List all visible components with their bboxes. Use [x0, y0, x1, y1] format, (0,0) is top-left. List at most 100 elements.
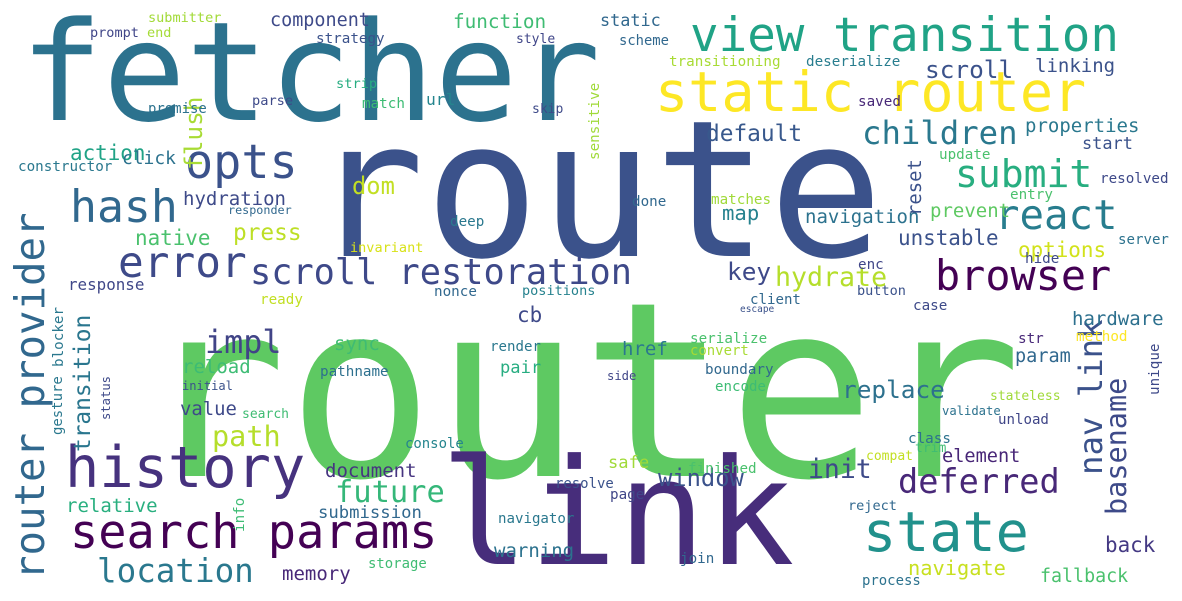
word-error: error — [118, 238, 247, 288]
word-window: window — [658, 464, 744, 492]
word-unload: unload — [998, 412, 1049, 428]
word-enc: enc — [858, 257, 884, 273]
word-prompt: prompt — [90, 25, 139, 41]
word-resolve: resolve — [555, 476, 614, 492]
word-reset: reset — [904, 159, 926, 216]
word-method: method — [1076, 329, 1128, 345]
word-encode: encode — [715, 379, 766, 395]
word-search-params: search params — [70, 505, 438, 560]
word-document: document — [325, 460, 417, 482]
word-finished: finished — [688, 461, 757, 477]
word-hide: hide — [1025, 251, 1060, 267]
word-boundary: boundary — [705, 362, 774, 378]
word-positions: positions — [522, 283, 596, 299]
word-pathname: pathname — [320, 364, 389, 380]
word-match: match — [362, 96, 405, 112]
word-status: status — [99, 375, 113, 420]
word-case: case — [913, 298, 948, 314]
word-hydration: hydration — [183, 188, 286, 210]
word-transitioning: transitioning — [669, 54, 781, 70]
word-scheme: scheme — [619, 33, 669, 49]
word-side: side — [607, 369, 637, 383]
word-deep: deep — [450, 214, 485, 230]
word-fallback: fallback — [1040, 566, 1129, 587]
word-validate: validate — [942, 404, 1001, 418]
word-opts: opts — [185, 136, 298, 190]
word-properties: properties — [1025, 115, 1140, 137]
word-navigate: navigate — [908, 556, 1006, 580]
word-strip: strip — [336, 76, 378, 92]
word-constructor: constructor — [18, 159, 113, 175]
word-children: children — [862, 114, 1018, 152]
word-process: process — [862, 573, 921, 589]
word-pair: pair — [500, 358, 542, 378]
word-matches: matches — [711, 192, 772, 208]
word-resolved: resolved — [1100, 171, 1169, 187]
word-sensitive: sensitive — [587, 82, 603, 160]
word-invariant: invariant — [350, 240, 424, 256]
word-link: link — [440, 427, 795, 599]
word-nonce: nonce — [434, 284, 477, 300]
word-gesture: gesture — [50, 376, 66, 435]
word-static-router: static router — [655, 60, 1087, 124]
word-reload: reload — [182, 356, 251, 378]
word-page: page — [610, 487, 645, 503]
word-join: join — [680, 551, 715, 567]
word-start: start — [1082, 133, 1133, 153]
word-scroll: scroll — [925, 55, 1014, 84]
word-prevent: prevent — [930, 200, 1011, 222]
word-blocker: blocker — [51, 306, 67, 367]
word-unique: unique — [1147, 343, 1163, 395]
word-key: key — [727, 257, 772, 286]
word-static: static — [600, 10, 661, 30]
word-render: render — [490, 339, 541, 355]
word-str: str — [1018, 331, 1044, 347]
word-style: style — [516, 32, 556, 47]
word-end: end — [147, 25, 172, 41]
word-class: class — [908, 431, 951, 447]
word-stateless: stateless — [990, 389, 1061, 404]
word-escape: escape — [740, 304, 775, 315]
word-search: search — [242, 407, 290, 422]
word-replace: replace — [842, 375, 945, 404]
word-press: press — [233, 220, 302, 246]
word-parse: parse — [252, 93, 294, 109]
word-ready: ready — [260, 292, 303, 308]
word-dom: dom — [352, 172, 395, 200]
word-linking: linking — [1035, 55, 1116, 77]
word-entry: entry — [1010, 187, 1053, 203]
word-hash: hash — [70, 180, 178, 233]
word-navigator: navigator — [498, 511, 575, 527]
word-submitter: submitter — [148, 10, 222, 26]
word-scroll-restoration: scroll restoration — [250, 252, 633, 293]
word-fetcher: fetcher — [20, 0, 601, 153]
word-transition: transition — [70, 314, 96, 452]
word-safe: safe — [608, 453, 650, 473]
word-storage: storage — [368, 556, 427, 572]
word-map: map — [722, 201, 760, 225]
word-browser: browser — [935, 251, 1112, 300]
word-navigation: navigation — [805, 206, 920, 228]
word-deserialize: deserialize — [806, 54, 901, 70]
word-initial: initial — [182, 379, 233, 393]
word-value: value — [180, 398, 237, 420]
word-sync: sync — [334, 333, 380, 355]
word-location: location — [97, 552, 254, 590]
word-info: info — [232, 497, 248, 532]
word-convert: convert — [690, 343, 749, 359]
word-serialize: serialize — [690, 331, 768, 347]
word-options: options — [1018, 238, 1107, 262]
word-future: future — [335, 475, 445, 510]
word-route: route — [310, 79, 884, 301]
word-console: console — [405, 436, 464, 452]
word-reject: reject — [848, 498, 897, 514]
word-relative: relative — [66, 495, 158, 517]
word-hydrate: hydrate — [775, 262, 888, 293]
word-strategy: strategy — [316, 31, 385, 47]
word-saved: saved — [858, 94, 901, 110]
word-param: param — [1015, 346, 1071, 367]
word-state: state — [863, 500, 1029, 564]
word-impl: impl — [205, 325, 282, 361]
word-responder: responder — [228, 203, 292, 217]
